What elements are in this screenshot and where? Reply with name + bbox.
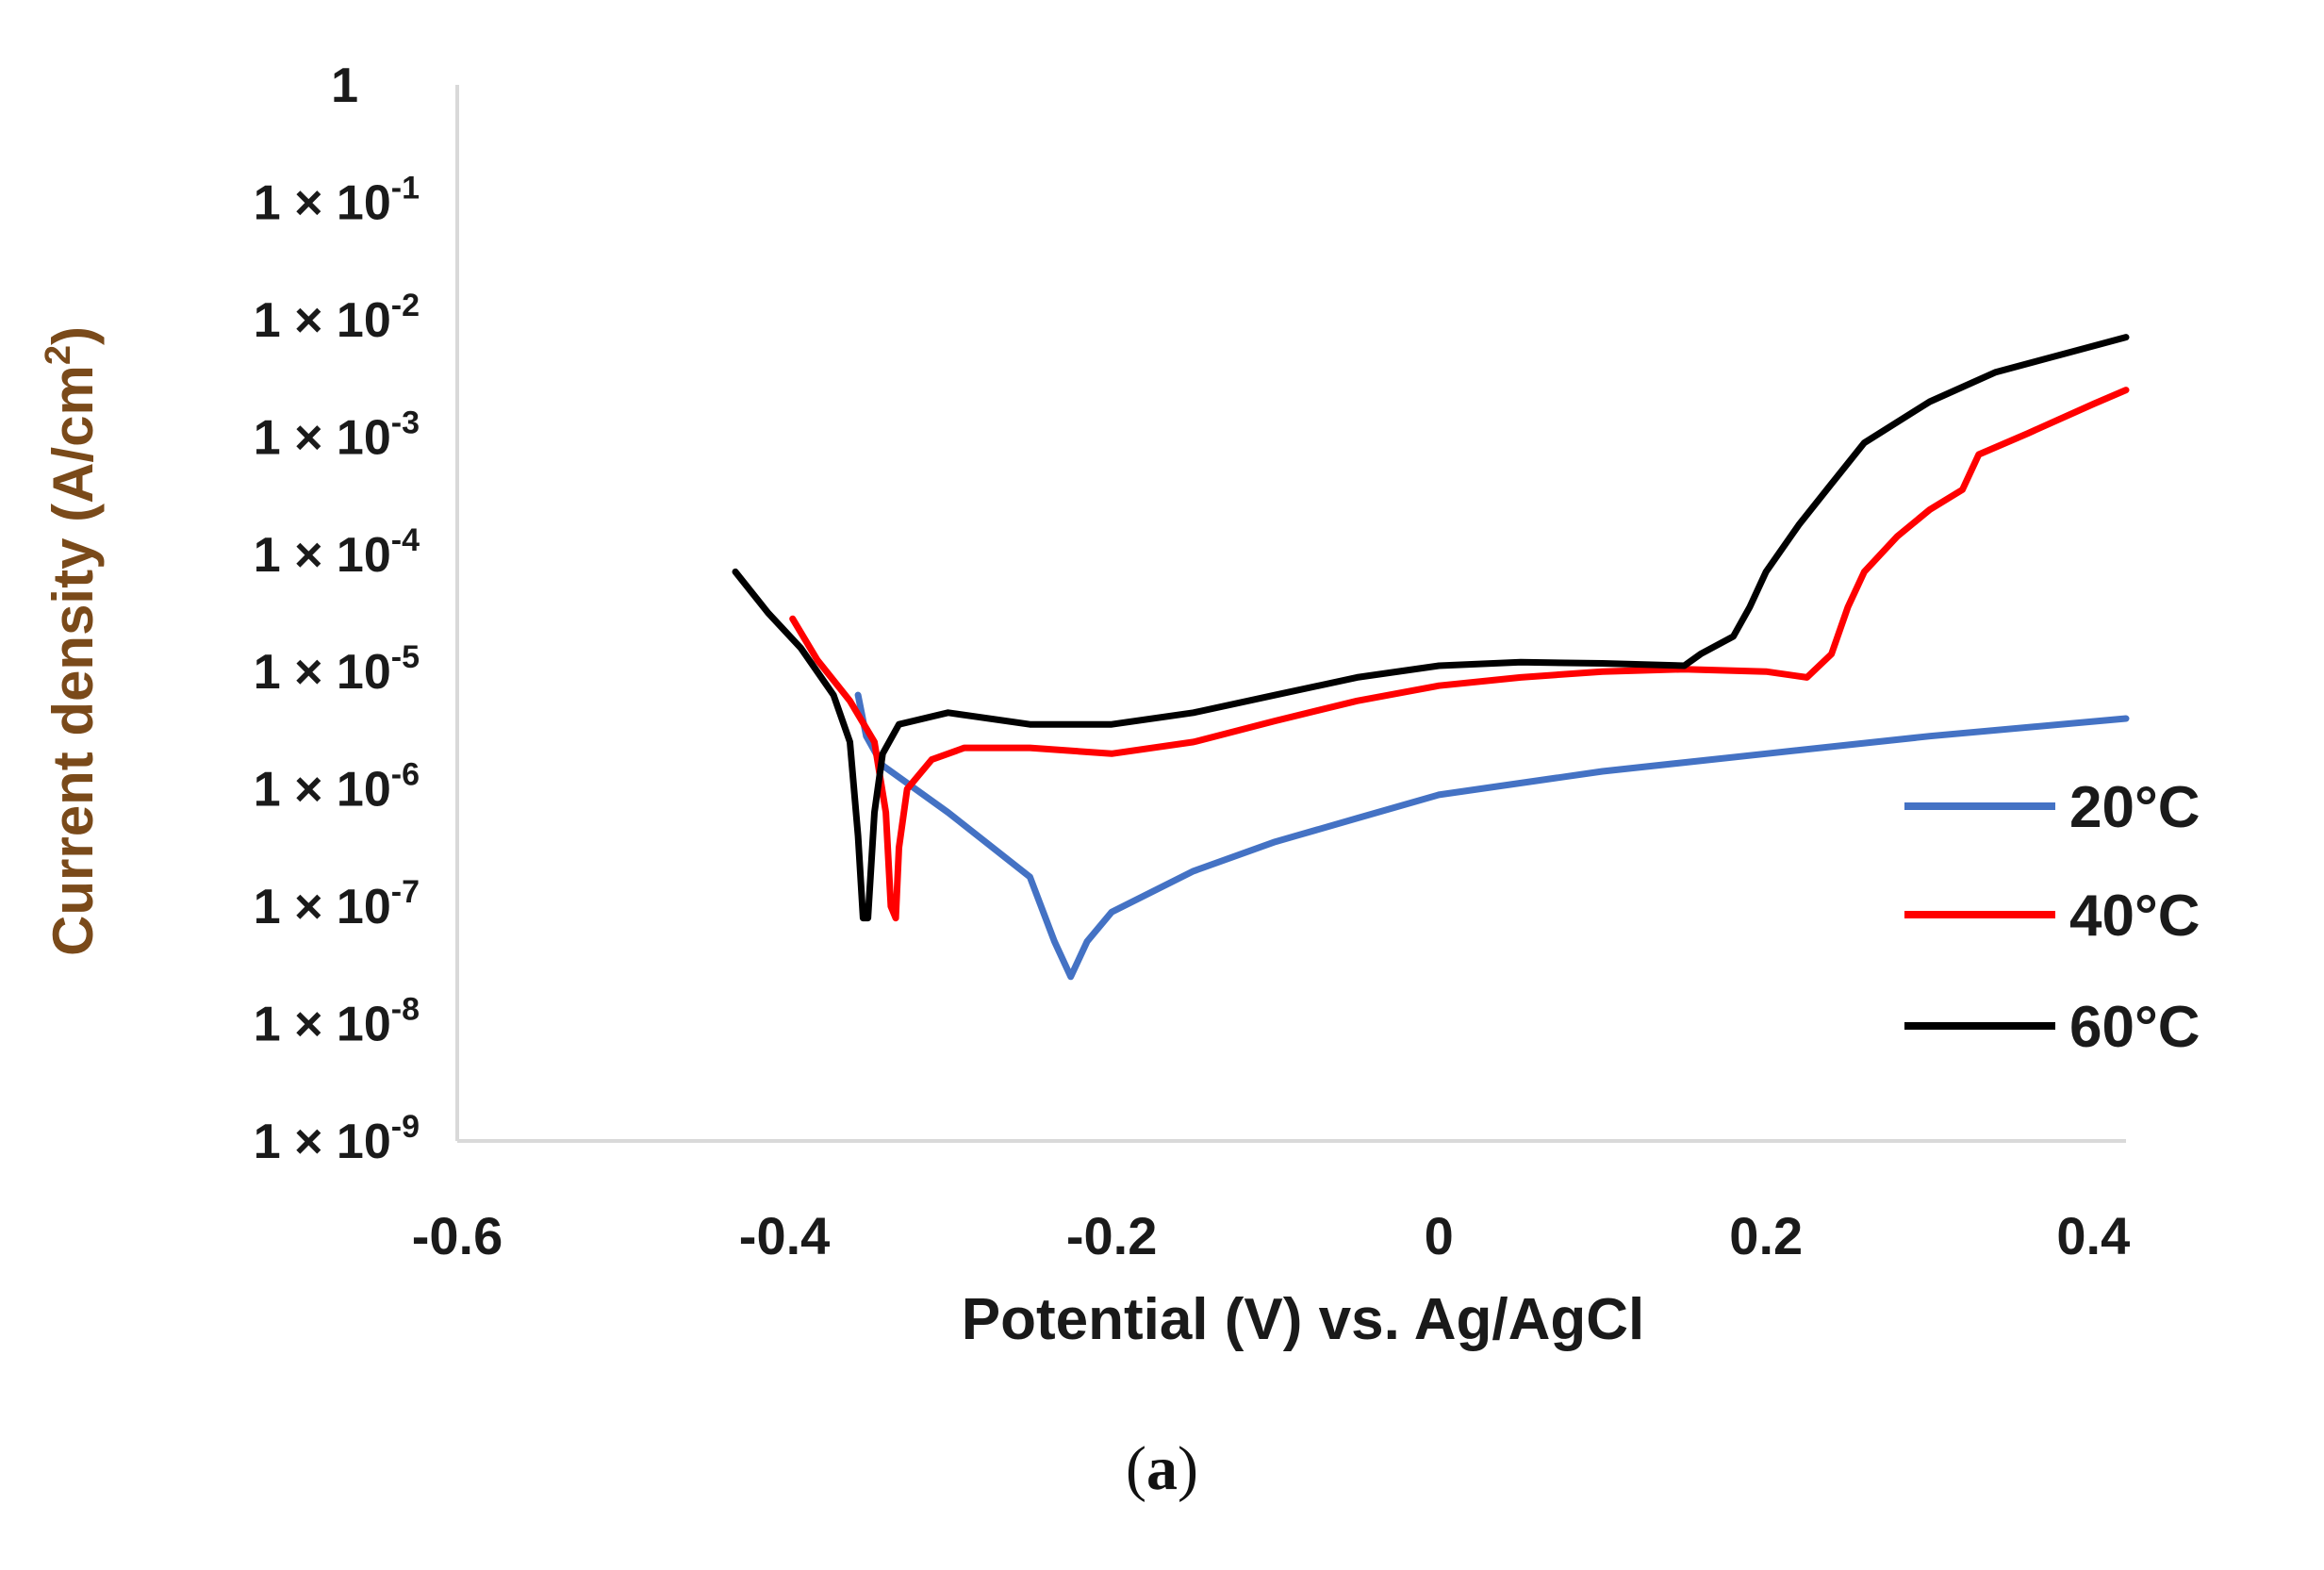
- y-tick-label: 1 × 10-7: [254, 874, 420, 934]
- y-axis-title: Current density (A/cm2): [39, 326, 105, 956]
- x-tick-label: 0.2: [1729, 1206, 1803, 1265]
- y-tick-label: 1 × 10-3: [254, 405, 420, 465]
- x-tick-label: 0: [1425, 1206, 1454, 1265]
- legend-label: 60°C: [2069, 995, 2200, 1060]
- y-tick-label: 1 × 10-4: [254, 522, 420, 583]
- x-tick-label: -0.6: [412, 1206, 503, 1265]
- x-tick-label: -0.4: [739, 1206, 831, 1265]
- x-tick-label: -0.2: [1066, 1206, 1158, 1265]
- y-tick-label: 1 × 10-5: [254, 639, 420, 700]
- y-tick-label: 1 × 10-1: [254, 170, 420, 230]
- figure-caption: (a): [0, 1433, 2324, 1505]
- y-tick-label: 1 × 10-6: [254, 757, 420, 818]
- y-tick-label: 1 × 10-2: [254, 288, 420, 348]
- series-line-20c: [858, 695, 2126, 977]
- x-axis-title: Potential (V) vs. Ag/AgCl: [962, 1287, 1645, 1352]
- polarization-chart: 1 1 × 10-1 1 × 10-2 1 × 10-3 1 × 10-4 1 × 10-…: [0, 0, 2324, 1414]
- y-tick-label: 1: [331, 58, 358, 113]
- series-line-40c: [793, 390, 2126, 918]
- x-tick-labels: -0.6 -0.4 -0.2 0 0.2 0.4: [412, 1206, 2130, 1265]
- legend-label: 40°C: [2069, 884, 2200, 949]
- series-line-60c: [735, 338, 2126, 918]
- y-tick-label: 1 × 10-9: [254, 1109, 420, 1169]
- caption-label: a: [1146, 1434, 1178, 1503]
- series-layer: [735, 338, 2126, 977]
- legend-label: 20°C: [2069, 775, 2200, 840]
- legend: 20°C 40°C 60°C: [1904, 775, 2200, 1060]
- axes: [457, 85, 2126, 1141]
- y-tick-label: 1 × 10-8: [254, 992, 420, 1052]
- y-tick-labels: 1 1 × 10-1 1 × 10-2 1 × 10-3 1 × 10-4 1 × 10-…: [254, 58, 420, 1169]
- x-tick-label: 0.4: [2056, 1206, 2130, 1265]
